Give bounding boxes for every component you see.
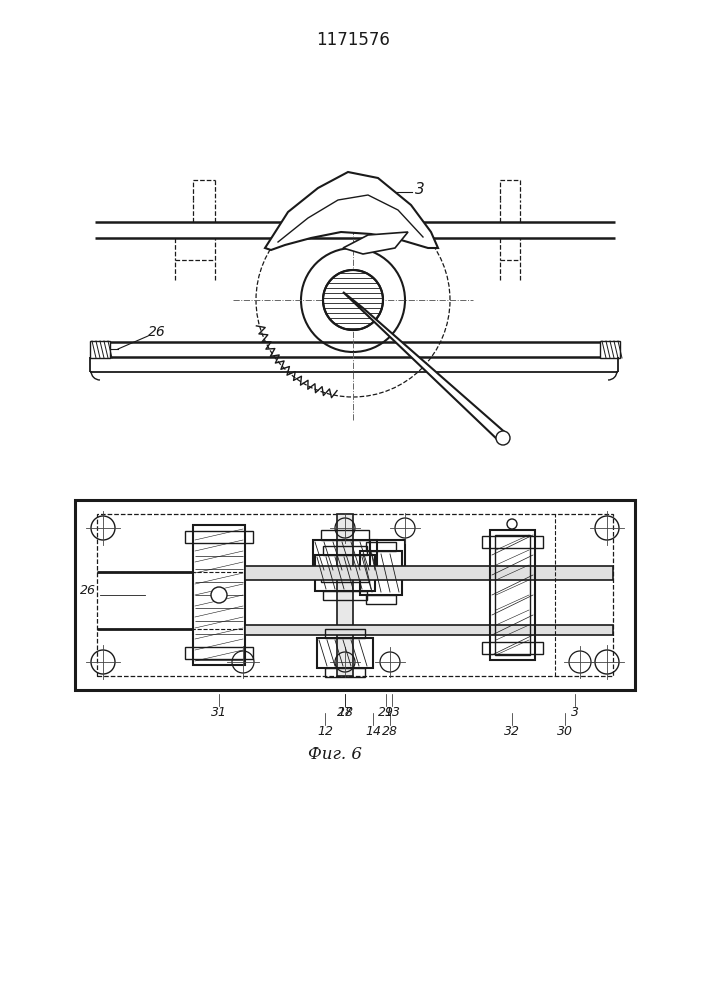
Text: 3: 3 (415, 182, 425, 198)
Bar (490, 530, 535, 660)
Text: 3: 3 (571, 706, 579, 719)
Text: 27: 27 (337, 706, 353, 719)
Text: 18: 18 (337, 706, 353, 719)
Text: 30: 30 (557, 725, 573, 738)
Text: 13: 13 (384, 706, 400, 719)
Bar (366, 542, 396, 551)
Bar (75, 500, 635, 690)
Text: 31: 31 (211, 706, 227, 719)
Bar (245, 566, 613, 580)
Bar (323, 546, 367, 555)
Text: 1171576: 1171576 (316, 31, 390, 49)
Bar (323, 591, 367, 600)
Polygon shape (265, 172, 438, 250)
Text: 32: 32 (504, 725, 520, 738)
Polygon shape (323, 270, 383, 330)
Bar (482, 642, 543, 654)
Bar (321, 530, 369, 540)
Text: 12: 12 (317, 725, 333, 738)
Text: 29: 29 (378, 706, 394, 719)
Polygon shape (343, 232, 408, 254)
Bar (337, 514, 353, 676)
Bar (193, 525, 245, 665)
Text: 28: 28 (382, 725, 398, 738)
Circle shape (496, 431, 510, 445)
Bar (370, 540, 405, 572)
Text: 26: 26 (80, 584, 96, 596)
Text: Фиг. 6: Фиг. 6 (308, 746, 362, 763)
Bar (366, 595, 396, 604)
Bar (317, 638, 373, 668)
Bar (600, 341, 620, 358)
Bar (185, 647, 253, 659)
Bar (482, 536, 543, 548)
Text: 14: 14 (365, 725, 381, 738)
Bar (90, 341, 110, 358)
Bar (185, 531, 253, 543)
Circle shape (507, 519, 517, 529)
Bar (360, 551, 402, 595)
Bar (325, 668, 365, 677)
Circle shape (211, 587, 227, 603)
Bar (321, 572, 369, 582)
Bar (245, 625, 613, 635)
Bar (495, 535, 530, 655)
Bar (325, 629, 365, 638)
Bar (313, 540, 377, 572)
Bar (315, 555, 375, 591)
Polygon shape (343, 292, 508, 442)
Bar (97, 514, 613, 676)
Text: 26: 26 (148, 325, 165, 339)
